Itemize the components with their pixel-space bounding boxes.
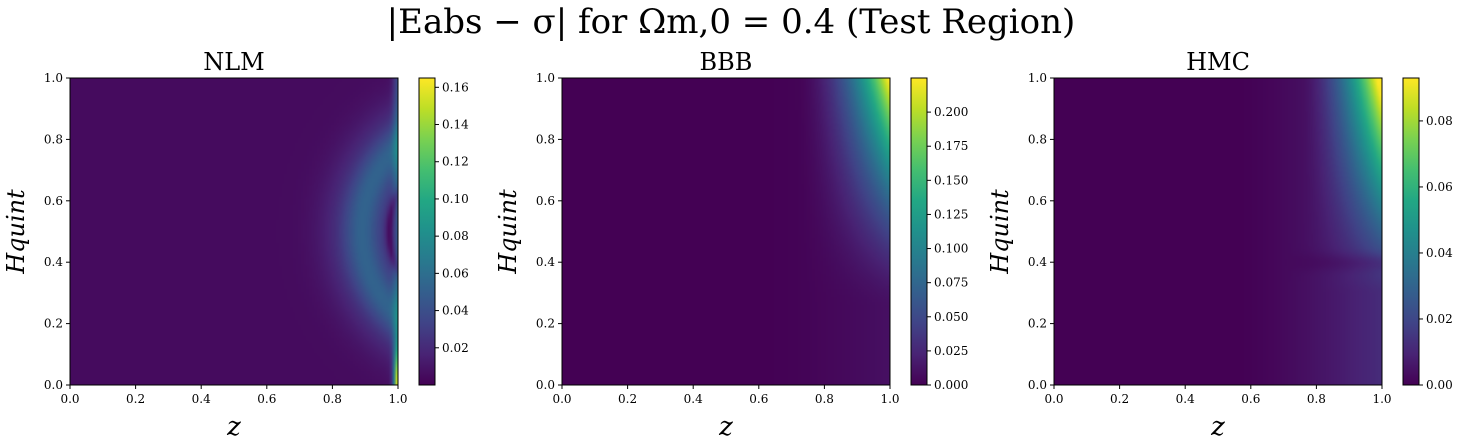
y-tick-label: 1.0 [536,71,555,85]
x-tick-label: 0.4 [684,392,703,406]
x-tick-label: 0.2 [618,392,637,406]
colorbar-tick-label: 0.16 [442,80,469,94]
x-tick-label: 0.2 [1110,392,1129,406]
x-axis-label: z [1210,412,1225,442]
x-tick-label: 0.6 [1241,392,1260,406]
y-axis-label: Hquint [494,189,522,275]
y-tick-label: 0.8 [536,132,555,146]
colorbar-tick-label: 0.025 [934,344,968,358]
y-tick-label: 0.8 [44,132,63,146]
x-axis-label: z [718,412,733,442]
plot-frame [1053,77,1383,386]
x-tick-label: 0.0 [552,392,571,406]
panel-title: HMC [1186,48,1250,76]
panel-title: NLM [203,48,265,76]
panel-hmc: HMC 0.0 0.2 0.4 0.6 0.8 1.0 0.0 0.2 0.4 0.6 0.8 1.0 z… [986,48,1453,442]
colorbar-tick-label: 0.02 [1426,312,1453,326]
y-tick-label: 0.0 [44,378,63,392]
y-tick-label: 0.2 [44,317,63,331]
y-axis-label: Hquint [986,189,1014,275]
y-tick-label: 1.0 [44,71,63,85]
x-tick-label: 1.0 [388,392,407,406]
x-tick-label: 1.0 [880,392,899,406]
heatmap-image [1054,78,1382,385]
x-tick-label: 0.4 [192,392,211,406]
colorbar-tick-label: 0.175 [934,139,968,153]
x-axis-label: z [226,412,241,442]
colorbar-tick-label: 0.10 [442,192,469,206]
x-tick-label: 0.6 [257,392,276,406]
colorbar [910,77,928,386]
x-tick-label: 0.8 [815,392,834,406]
plot-frame [69,77,399,386]
plot-frame [561,77,891,386]
y-tick-label: 0.6 [44,194,63,208]
y-tick-label: 0.4 [1028,255,1047,269]
x-tick-label: 0.4 [1176,392,1195,406]
colorbar-tick-label: 0.04 [1426,246,1453,260]
heatmap-image [70,78,398,385]
colorbar-tick-label: 0.050 [934,310,968,324]
figure-supertitle: |Eabs − σ| for Ωm,0 = 0.4 (Test Region) [386,2,1076,42]
x-tick-label: 0.2 [126,392,145,406]
colorbar-tick-label: 0.200 [934,105,968,119]
colorbar-tick-label: 0.00 [1426,378,1453,392]
y-axis-label: Hquint [2,189,30,275]
colorbar-tick-label: 0.000 [934,378,968,392]
y-tick-label: 0.8 [1028,132,1047,146]
y-tick-label: 0.6 [1028,194,1047,208]
panel-bbb: BBB 0.0 0.2 0.4 0.6 0.8 1.0 0.0 0.2 0.4 0.6 0.8 1.0 z… [494,48,968,442]
heatmap-image [562,78,890,385]
x-tick-label: 1.0 [1372,392,1391,406]
panel-nlm: NLM 0.0 0.2 0.4 0.6 0.8 1.0 0.0 0.2 0.4 0.6 0.8 1.0 z… [2,48,469,442]
x-tick-label: 0.8 [1307,392,1326,406]
y-tick-label: 0.0 [1028,378,1047,392]
x-tick-label: 0.8 [323,392,342,406]
y-tick-label: 0.4 [536,255,555,269]
y-tick-label: 0.6 [536,194,555,208]
y-tick-label: 0.2 [536,317,555,331]
y-tick-label: 0.4 [44,255,63,269]
y-tick-label: 0.0 [536,378,555,392]
colorbar-tick-label: 0.04 [442,304,469,318]
colorbar-tick-label: 0.125 [934,207,968,221]
colorbar-tick-label: 0.06 [442,266,469,280]
colorbar-tick-label: 0.02 [442,341,469,355]
colorbar-tick-label: 0.08 [1426,114,1453,128]
y-tick-label: 0.2 [1028,317,1047,331]
colorbar [418,77,436,386]
colorbar-tick-label: 0.14 [442,118,469,132]
panel-title: BBB [700,48,753,76]
x-tick-label: 0.0 [1044,392,1063,406]
colorbar-tick-label: 0.08 [442,229,469,243]
colorbar-tick-label: 0.12 [442,155,469,169]
colorbar-tick-label: 0.06 [1426,180,1453,194]
colorbar-tick-label: 0.100 [934,242,968,256]
y-tick-label: 1.0 [1028,71,1047,85]
colorbar [1402,77,1420,386]
colorbar-tick-label: 0.075 [934,276,968,290]
colorbar-tick-label: 0.150 [934,173,968,187]
x-tick-label: 0.6 [749,392,768,406]
x-tick-label: 0.0 [60,392,79,406]
